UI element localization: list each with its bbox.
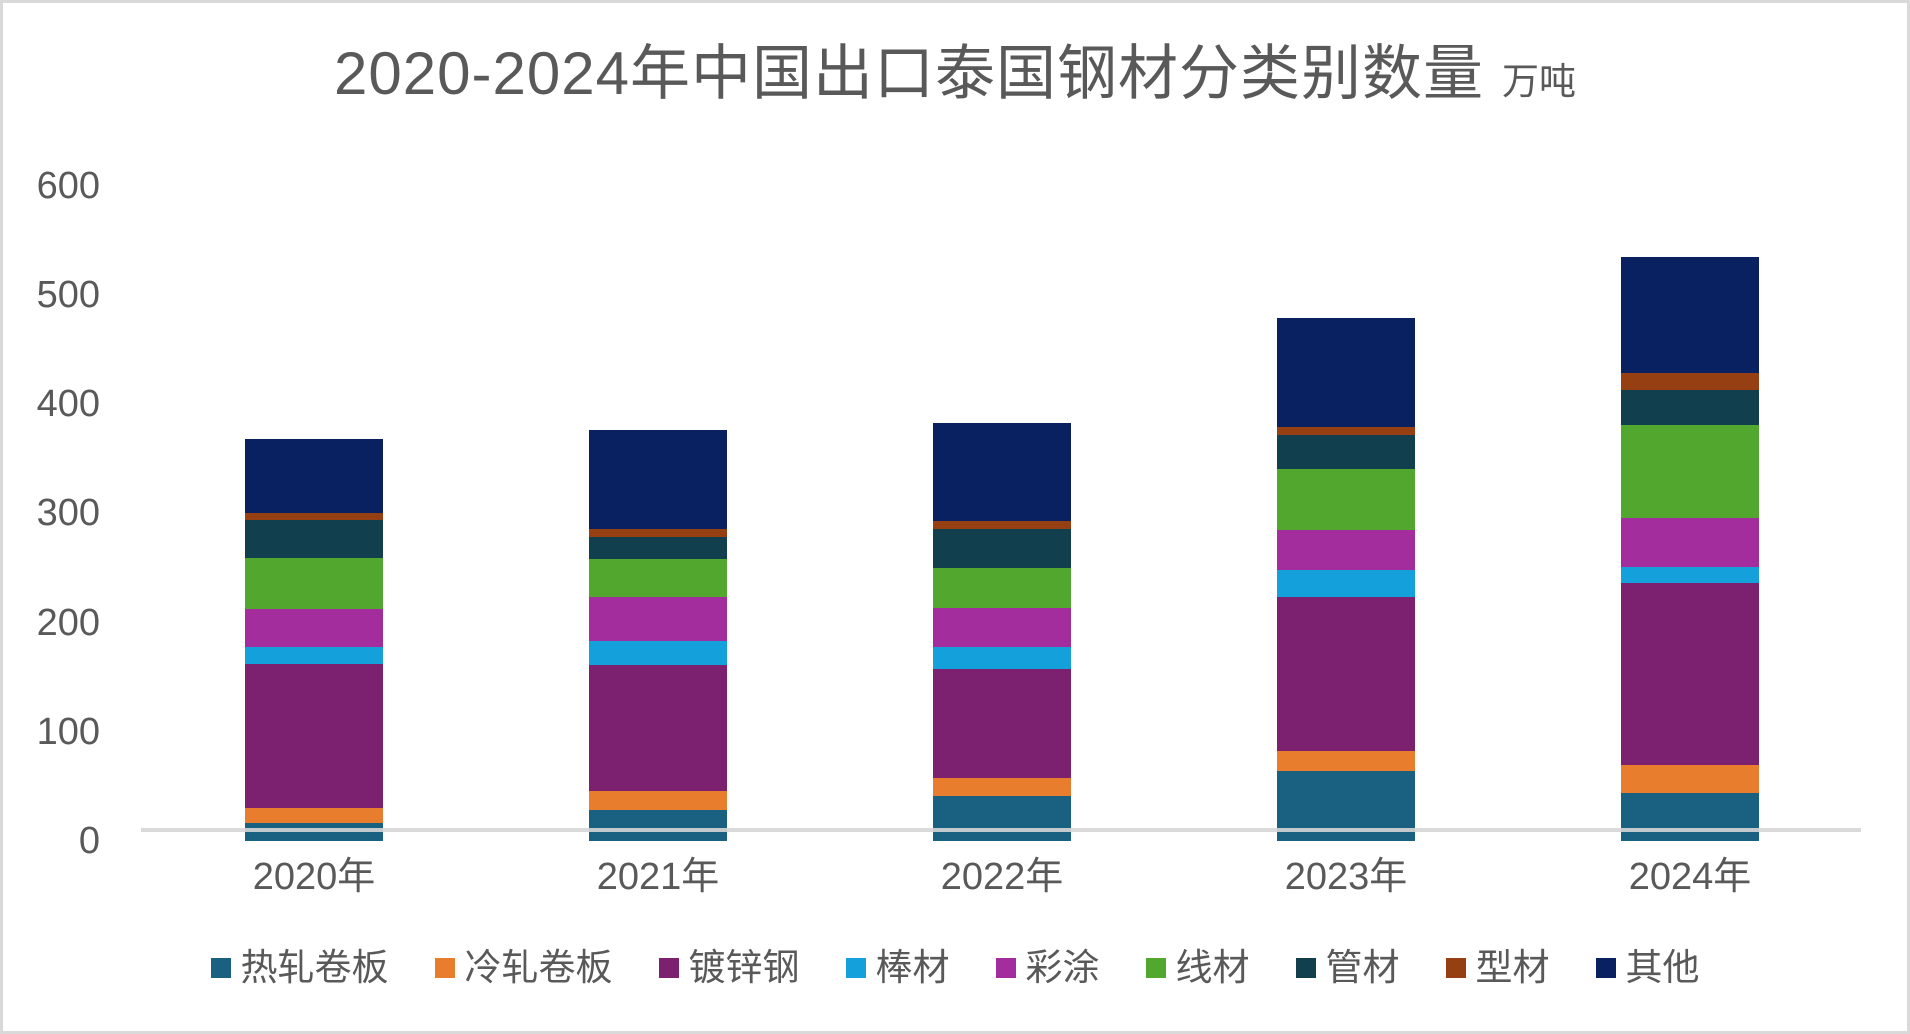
legend-swatch-icon-棒材	[845, 958, 866, 978]
bar-segment-线材-2022年	[933, 567, 1071, 609]
legend-swatch-icon-线材	[1145, 958, 1166, 978]
bar-segment-镀锌钢-2023年	[1277, 597, 1415, 752]
stacked-bar-2021年	[589, 430, 727, 841]
y-axis-tick-label-300: 300	[36, 492, 100, 535]
bar-segment-管材-2023年	[1277, 434, 1415, 469]
legend-item-棒材: 棒材	[845, 947, 950, 989]
legend-label-棒材: 棒材	[875, 947, 950, 988]
y-axis-tick-label-600: 600	[36, 164, 100, 207]
x-axis-label-2024年: 2024年	[1628, 856, 1752, 898]
legend-label-热轧卷板: 热轧卷板	[240, 947, 389, 988]
bar-segment-棒材-2024年	[1621, 566, 1759, 584]
legend-label-管材: 管材	[1325, 947, 1400, 988]
bar-segment-镀锌钢-2021年	[589, 665, 727, 791]
bar-segment-棒材-2022年	[933, 646, 1071, 670]
bar-segment-镀锌钢-2024年	[1621, 583, 1759, 765]
legend-label-镀锌钢: 镀锌钢	[688, 947, 800, 988]
bar-segment-镀锌钢-2020年	[245, 664, 383, 809]
legend-swatch-icon-管材	[1295, 958, 1316, 978]
legend-item-热轧卷板: 热轧卷板	[210, 947, 389, 989]
bar-segment-线材-2024年	[1621, 424, 1759, 518]
legend-swatch-icon-镀锌钢	[658, 958, 679, 978]
bar-segment-其他-2023年	[1277, 317, 1415, 428]
bar-segment-冷轧卷板-2024年	[1621, 764, 1759, 793]
chart-title-row: 2020-2024年中国出口泰国钢材分类别数量 万吨	[3, 41, 1907, 107]
bar-segment-其他-2020年	[245, 439, 383, 514]
legend-item-冷轧卷板: 冷轧卷板	[434, 947, 613, 989]
bar-segment-冷轧卷板-2020年	[245, 808, 383, 824]
x-axis-label-2023年: 2023年	[1284, 856, 1408, 898]
legend-swatch-icon-其他	[1595, 958, 1616, 978]
bar-segment-型材-2024年	[1621, 372, 1759, 390]
legend-item-彩涂: 彩涂	[995, 947, 1100, 989]
bar-segment-线材-2023年	[1277, 468, 1415, 530]
bar-segment-棒材-2023年	[1277, 570, 1415, 598]
x-axis-label-2020年: 2020年	[252, 856, 376, 898]
bar-segment-管材-2024年	[1621, 389, 1759, 425]
stacked-bar-2024年	[1621, 256, 1759, 841]
bar-segment-型材-2020年	[245, 513, 383, 520]
legend-item-型材: 型材	[1445, 947, 1550, 989]
y-axis-tick-label-200: 200	[36, 601, 100, 644]
chart-title: 2020-2024年中国出口泰国钢材分类别数量	[334, 40, 1484, 107]
bar-segment-彩涂-2021年	[589, 597, 727, 642]
stacked-bar-2023年	[1277, 317, 1415, 841]
y-axis-tick-label-400: 400	[36, 383, 100, 426]
legend-item-管材: 管材	[1295, 947, 1400, 989]
bar-segment-热轧卷板-2021年	[589, 810, 727, 841]
bar-segment-其他-2022年	[933, 422, 1071, 522]
legend-label-型材: 型材	[1475, 947, 1550, 988]
bar-segment-管材-2022年	[933, 528, 1071, 568]
legend-item-其他: 其他	[1595, 947, 1700, 989]
bar-segment-型材-2021年	[589, 528, 727, 538]
bar-segment-彩涂-2022年	[933, 608, 1071, 647]
bar-segment-冷轧卷板-2021年	[589, 790, 727, 811]
bar-segment-冷轧卷板-2023年	[1277, 751, 1415, 772]
bar-segment-冷轧卷板-2022年	[933, 777, 1071, 797]
chart-unit-label: 万吨	[1501, 61, 1576, 102]
x-axis-line	[141, 828, 1861, 832]
stacked-bar-2020年	[245, 439, 383, 841]
bar-segment-管材-2020年	[245, 519, 383, 559]
legend-item-线材: 线材	[1145, 947, 1250, 989]
bar-segment-管材-2021年	[589, 537, 727, 560]
bar-segment-棒材-2021年	[589, 641, 727, 666]
bar-segment-型材-2023年	[1277, 427, 1415, 435]
stacked-bar-2022年	[933, 422, 1071, 841]
legend-label-线材: 线材	[1175, 947, 1250, 988]
bar-segment-热轧卷板-2022年	[933, 796, 1071, 841]
y-axis-tick-label-500: 500	[36, 274, 100, 316]
legend-swatch-icon-彩涂	[995, 958, 1016, 978]
bar-segment-其他-2021年	[589, 430, 727, 529]
bar-segment-彩涂-2020年	[245, 609, 383, 647]
bar-segment-线材-2021年	[589, 559, 727, 598]
legend-swatch-icon-冷轧卷板	[434, 958, 455, 978]
bar-segment-热轧卷板-2024年	[1621, 792, 1759, 841]
legend-swatch-icon-型材	[1445, 958, 1466, 978]
legend-item-镀锌钢: 镀锌钢	[658, 947, 800, 989]
bar-segment-棒材-2020年	[245, 646, 383, 665]
legend-label-彩涂: 彩涂	[1025, 947, 1100, 988]
bar-segment-彩涂-2024年	[1621, 517, 1759, 567]
legend: 热轧卷板 冷轧卷板 镀锌钢 棒材 彩涂 线材 管材 型材 其他	[3, 947, 1907, 989]
bar-segment-彩涂-2023年	[1277, 529, 1415, 571]
bar-segment-镀锌钢-2022年	[933, 669, 1071, 778]
bar-segment-其他-2024年	[1621, 256, 1759, 373]
y-axis-tick-label-0: 0	[78, 820, 100, 862]
bar-segment-线材-2020年	[245, 558, 383, 610]
x-axis-label-2022年: 2022年	[940, 856, 1064, 898]
bar-segment-热轧卷板-2020年	[245, 823, 383, 841]
y-axis-tick-label-100: 100	[36, 710, 100, 753]
legend-swatch-icon-热轧卷板	[210, 958, 231, 978]
x-axis-label-2021年: 2021年	[596, 856, 720, 898]
bar-segment-型材-2022年	[933, 521, 1071, 529]
legend-label-其他: 其他	[1625, 947, 1700, 988]
legend-label-冷轧卷板: 冷轧卷板	[464, 947, 613, 988]
